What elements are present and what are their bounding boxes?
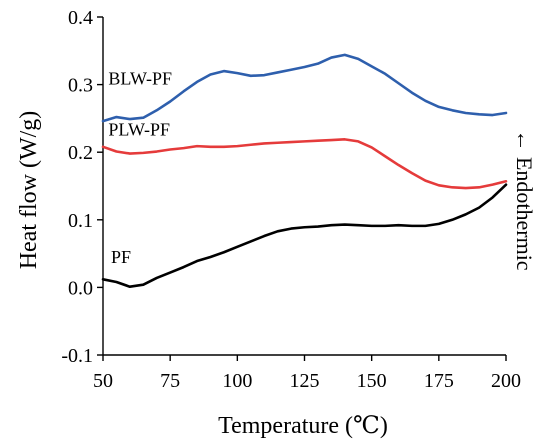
x-axis-title: Temperature (℃) [218, 413, 388, 439]
x-tick-label: 125 [290, 370, 320, 392]
x-tick-label: 200 [491, 370, 521, 392]
series-line-blw-pf [101, 53, 508, 123]
endothermic-annotation: ← Endothermic [512, 129, 535, 270]
series-line-plw-pf [101, 138, 508, 190]
axes: -0.1 0.0 0.1 0.2 0.3 0.4 50 75 100 125 150 175 200 [61, 7, 521, 392]
x-tick-label: 150 [357, 370, 387, 392]
x-tick-label: 100 [222, 370, 252, 392]
x-tick-label: 175 [424, 370, 454, 392]
series-labels: BLW-PF PLW-PF PF [108, 69, 172, 267]
x-tick-label: 50 [93, 370, 113, 392]
x-tick-label: 75 [160, 370, 180, 392]
series-label-blw-pf: BLW-PF [108, 69, 172, 89]
series-label-pf: PF [111, 247, 131, 267]
y-tick-label: -0.1 [61, 345, 93, 367]
y-tick-label: 0.1 [68, 210, 93, 232]
series-line-pf [101, 183, 508, 289]
y-tick-label: 0.3 [68, 75, 93, 97]
y-axis-title: Heat flow (W/g) [16, 111, 42, 270]
y-tick-label: 0.4 [68, 7, 93, 29]
y-tick-label: 0.0 [68, 277, 93, 299]
series-label-plw-pf: PLW-PF [108, 119, 170, 139]
series-layer [101, 53, 508, 289]
y-tick-label: 0.2 [68, 142, 93, 164]
